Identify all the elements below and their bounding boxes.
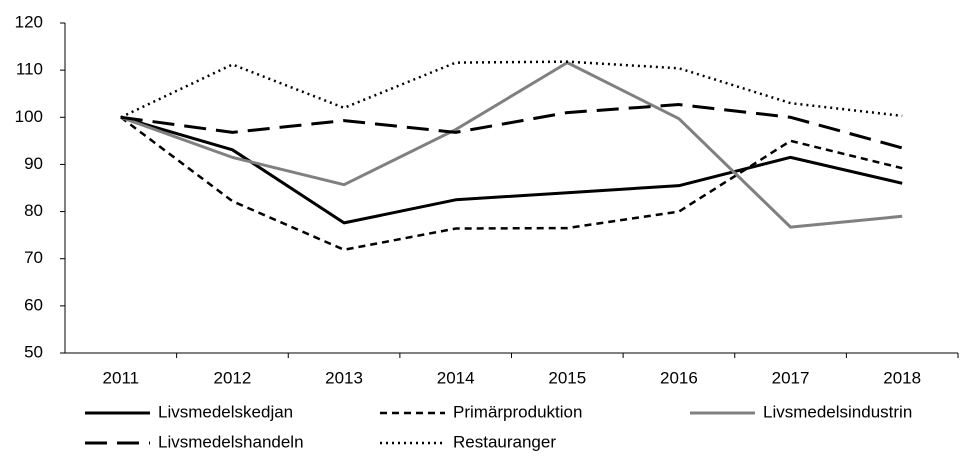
legend-label: Livsmedelskedjan — [158, 402, 293, 421]
y-tick-label: 50 — [24, 342, 43, 361]
x-tick-label: 2017 — [772, 368, 810, 387]
y-tick-label: 70 — [24, 248, 43, 267]
x-tick-label: 2011 — [103, 368, 140, 387]
y-tick-label: 100 — [15, 107, 43, 126]
x-tick-label: 2015 — [548, 368, 586, 387]
y-tick-label: 90 — [24, 154, 43, 173]
series-line — [120, 61, 903, 229]
legend-label: Primärproduktion — [453, 402, 582, 421]
x-tick-label: 2013 — [325, 368, 363, 387]
y-tick-label: 110 — [16, 60, 43, 79]
series-line — [120, 116, 903, 252]
series-line — [120, 60, 903, 119]
y-tick-label: 120 — [15, 12, 43, 31]
legend-label: Restauranger — [453, 432, 556, 451]
series-line — [120, 103, 903, 150]
x-tick-label: 2018 — [883, 368, 921, 387]
y-tick-label: 80 — [24, 201, 43, 220]
legend-label: Livsmedelshandeln — [158, 432, 304, 451]
series-line — [120, 115, 903, 225]
x-tick-label: 2016 — [660, 368, 698, 387]
legend-label: Livsmedelsindustrin — [763, 402, 912, 421]
x-tick-label: 2014 — [437, 368, 475, 387]
y-tick-label: 60 — [24, 295, 43, 314]
x-tick-label: 2012 — [214, 368, 252, 387]
